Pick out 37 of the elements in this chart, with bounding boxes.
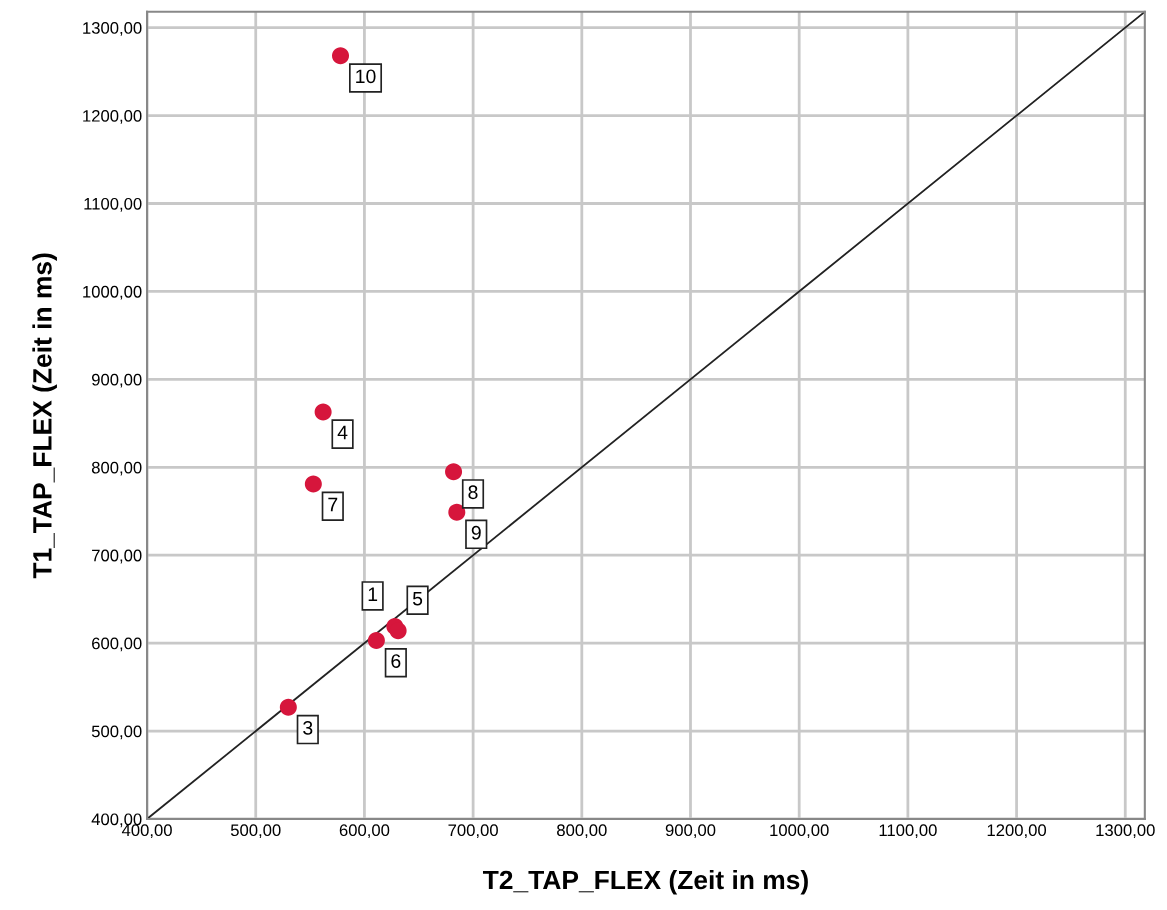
annotation: 3: [303, 721, 313, 735]
annotation: 10: [356, 69, 376, 84]
y-tick-label: 900,00: [91, 373, 142, 388]
annotation: 4: [337, 425, 348, 440]
x-tick-label: 1300,00: [1096, 824, 1155, 839]
y-tick-label: 800,00: [91, 461, 142, 476]
point: [445, 463, 463, 481]
x-tick-label: 600,00: [339, 824, 390, 839]
point: [367, 632, 385, 650]
y-tick-label: 500,00: [91, 725, 142, 740]
y-tick-label: 600,00: [92, 637, 142, 652]
annotation: 1: [368, 587, 378, 601]
annotation: 8: [468, 485, 478, 500]
y-tick-label: 1000,00: [83, 285, 142, 300]
x-axis-title: T2_TAP_FLEX (Zeit in ms): [482, 869, 808, 895]
annotation: 6: [391, 654, 401, 668]
point: [279, 698, 297, 716]
x-tick-label: 900,00: [665, 824, 716, 839]
y-axis-title: T1_TAP_FLEX (Zeit in ms): [32, 253, 57, 579]
x-tick-label: 1100,00: [879, 824, 937, 839]
annotation: 7: [328, 497, 338, 512]
annotation: 9: [471, 525, 481, 540]
point: [314, 403, 332, 421]
point: [304, 475, 322, 493]
x-tick-label: 1000,00: [770, 824, 829, 839]
y-tick-label: 1200,00: [83, 109, 142, 124]
y-tick-label: 700,00: [92, 549, 142, 564]
x-tick-label: 1200,00: [987, 824, 1047, 839]
y-tick-label: 1300,00: [83, 22, 142, 36]
point: [332, 47, 350, 65]
x-tick-label: 500,00: [230, 824, 281, 839]
y-tick-label: 1100,00: [84, 197, 142, 212]
point: [389, 622, 407, 640]
annotation: 5: [412, 591, 423, 606]
x-tick-label: 700,00: [448, 824, 498, 839]
point: [448, 503, 466, 521]
x-tick-label: 800,00: [557, 824, 607, 839]
